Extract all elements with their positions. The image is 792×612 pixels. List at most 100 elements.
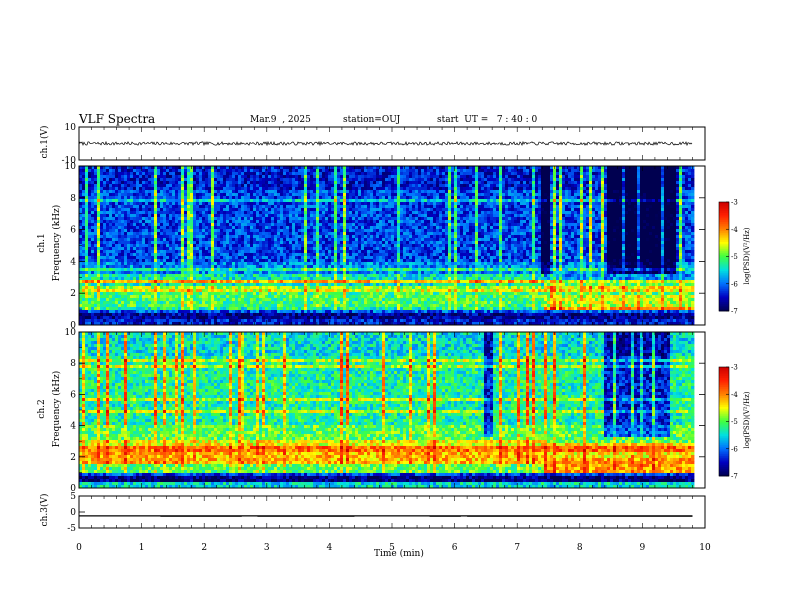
ch1-spec-cell <box>196 208 199 211</box>
ch1-spec-cell <box>229 214 232 217</box>
ch1-spec-cell <box>238 205 241 208</box>
ch1-spec-cell <box>334 226 337 229</box>
ch1-spec-cell <box>298 295 301 298</box>
ch1-spec-cell <box>205 313 208 316</box>
ch1-spec-cell <box>94 238 97 241</box>
ch1-spec-cell <box>265 280 268 283</box>
ch1-spec-cell <box>214 253 217 256</box>
ch1-spec-cell <box>313 172 316 175</box>
ch1-spec-cell <box>274 235 277 238</box>
ch1-spec-cell <box>100 289 103 292</box>
ch1-spec-cell <box>337 310 340 313</box>
ch1-spec-cell <box>307 172 310 175</box>
ch1-spec-cell <box>295 262 298 265</box>
ch1-spec-cell <box>328 244 331 247</box>
ch1-spec-cell <box>298 268 301 271</box>
ch1-spec-cell <box>319 178 322 181</box>
ch1-spec-cell <box>301 187 304 190</box>
ch1-spec-cell <box>169 316 172 319</box>
ch1-spec-cell <box>106 199 109 202</box>
ch1-spec-cell <box>259 262 262 265</box>
ch1-spec-cell <box>199 217 202 220</box>
ch1-spec-cell <box>316 169 319 172</box>
ch1-spec-cell <box>235 310 238 313</box>
ch1-spec-cell <box>313 280 316 283</box>
ch1-spec-cell <box>166 220 169 223</box>
ch1-spec-cell <box>127 178 130 181</box>
ch1-spec-cell <box>289 277 292 280</box>
ch1-spec-cell <box>91 262 94 265</box>
ch1-spec-cell <box>247 169 250 172</box>
ch1-spec-cell <box>217 178 220 181</box>
ch1-spec-cell <box>94 199 97 202</box>
ch1-spec-cell <box>340 220 343 223</box>
ch1-spec-cell <box>250 316 253 319</box>
ch1-spec-cell <box>154 214 157 217</box>
ch1-spec-cell <box>292 259 295 262</box>
ch1-spec-cell <box>331 307 334 310</box>
ch1-spec-cell <box>193 247 196 250</box>
ch1-spec-cell <box>196 229 199 232</box>
ch1-spec-cell <box>133 265 136 268</box>
ch1-spec-cell <box>103 292 106 295</box>
ch1-spec-cell <box>220 271 223 274</box>
ch1-spec-cell <box>103 166 106 169</box>
ch1-spec-cell <box>199 211 202 214</box>
ch1-spec-cell <box>232 211 235 214</box>
ch1-spec-cell <box>208 226 211 229</box>
ch1-spec-cell <box>334 223 337 226</box>
ch1-spec-cell <box>262 307 265 310</box>
ch1-spec-cell <box>100 223 103 226</box>
ch1-spec-cell <box>124 280 127 283</box>
ch1-spec-cell <box>163 298 166 301</box>
ch1-spec-cell <box>139 313 142 316</box>
ch1-spec-cell <box>136 169 139 172</box>
ch1-spec-cell <box>199 256 202 259</box>
ch1-spec-cell <box>313 271 316 274</box>
ch1-spec-cell <box>94 313 97 316</box>
ch1-spec-cell <box>259 184 262 187</box>
ch1-spec-cell <box>88 277 91 280</box>
ch1-spec-cell <box>82 232 85 235</box>
ch1-spec-cell <box>154 181 157 184</box>
ch1-spec-cell <box>181 253 184 256</box>
ch1-spec-cell <box>349 223 352 226</box>
ch1-spec-cell <box>337 199 340 202</box>
ch1-spec-cell <box>334 244 337 247</box>
ch1-spec-cell <box>118 250 121 253</box>
ch1-spec-cell <box>355 169 358 172</box>
ch1-spec-cell <box>160 262 163 265</box>
ch1-spec-cell <box>166 211 169 214</box>
ch1-spec-cell <box>262 244 265 247</box>
ch1-spec-cell <box>196 313 199 316</box>
ch1-spec-cell <box>103 283 106 286</box>
ch1-spec-cell <box>103 277 106 280</box>
ch1-spec-cell <box>319 286 322 289</box>
ch1-spec-cell <box>166 268 169 271</box>
ch1-spec-cell <box>262 184 265 187</box>
ch1-spec-cell <box>274 223 277 226</box>
ch1-spec-cell <box>94 259 97 262</box>
ch1-spec-cell <box>256 199 259 202</box>
ch1-spec-cell <box>298 310 301 313</box>
ch1-spec-cell <box>235 181 238 184</box>
ch1-spec-cell <box>268 202 271 205</box>
ch1-spec-cell <box>241 238 244 241</box>
ch1-spec-cell <box>292 271 295 274</box>
ch1-spec-cell <box>190 217 193 220</box>
ch1-spec-cell <box>223 277 226 280</box>
ch1-spec-cell <box>226 304 229 307</box>
ch1-spec-cell <box>211 187 214 190</box>
ch1-spec-cell <box>283 310 286 313</box>
ch1-spec-cell <box>118 187 121 190</box>
ch1-spec-cell <box>232 304 235 307</box>
ch1-spec-cell <box>79 295 82 298</box>
ch1-spec-cell <box>250 307 253 310</box>
ch1-spec-cell <box>103 310 106 313</box>
ch1-spec-cell <box>322 271 325 274</box>
ch1-spec-cell <box>337 319 340 322</box>
ch1-spec-cell <box>343 277 346 280</box>
ch1-spec-cell <box>328 166 331 169</box>
ch1-spec-cell <box>292 196 295 199</box>
ch1-spec-cell <box>229 277 232 280</box>
